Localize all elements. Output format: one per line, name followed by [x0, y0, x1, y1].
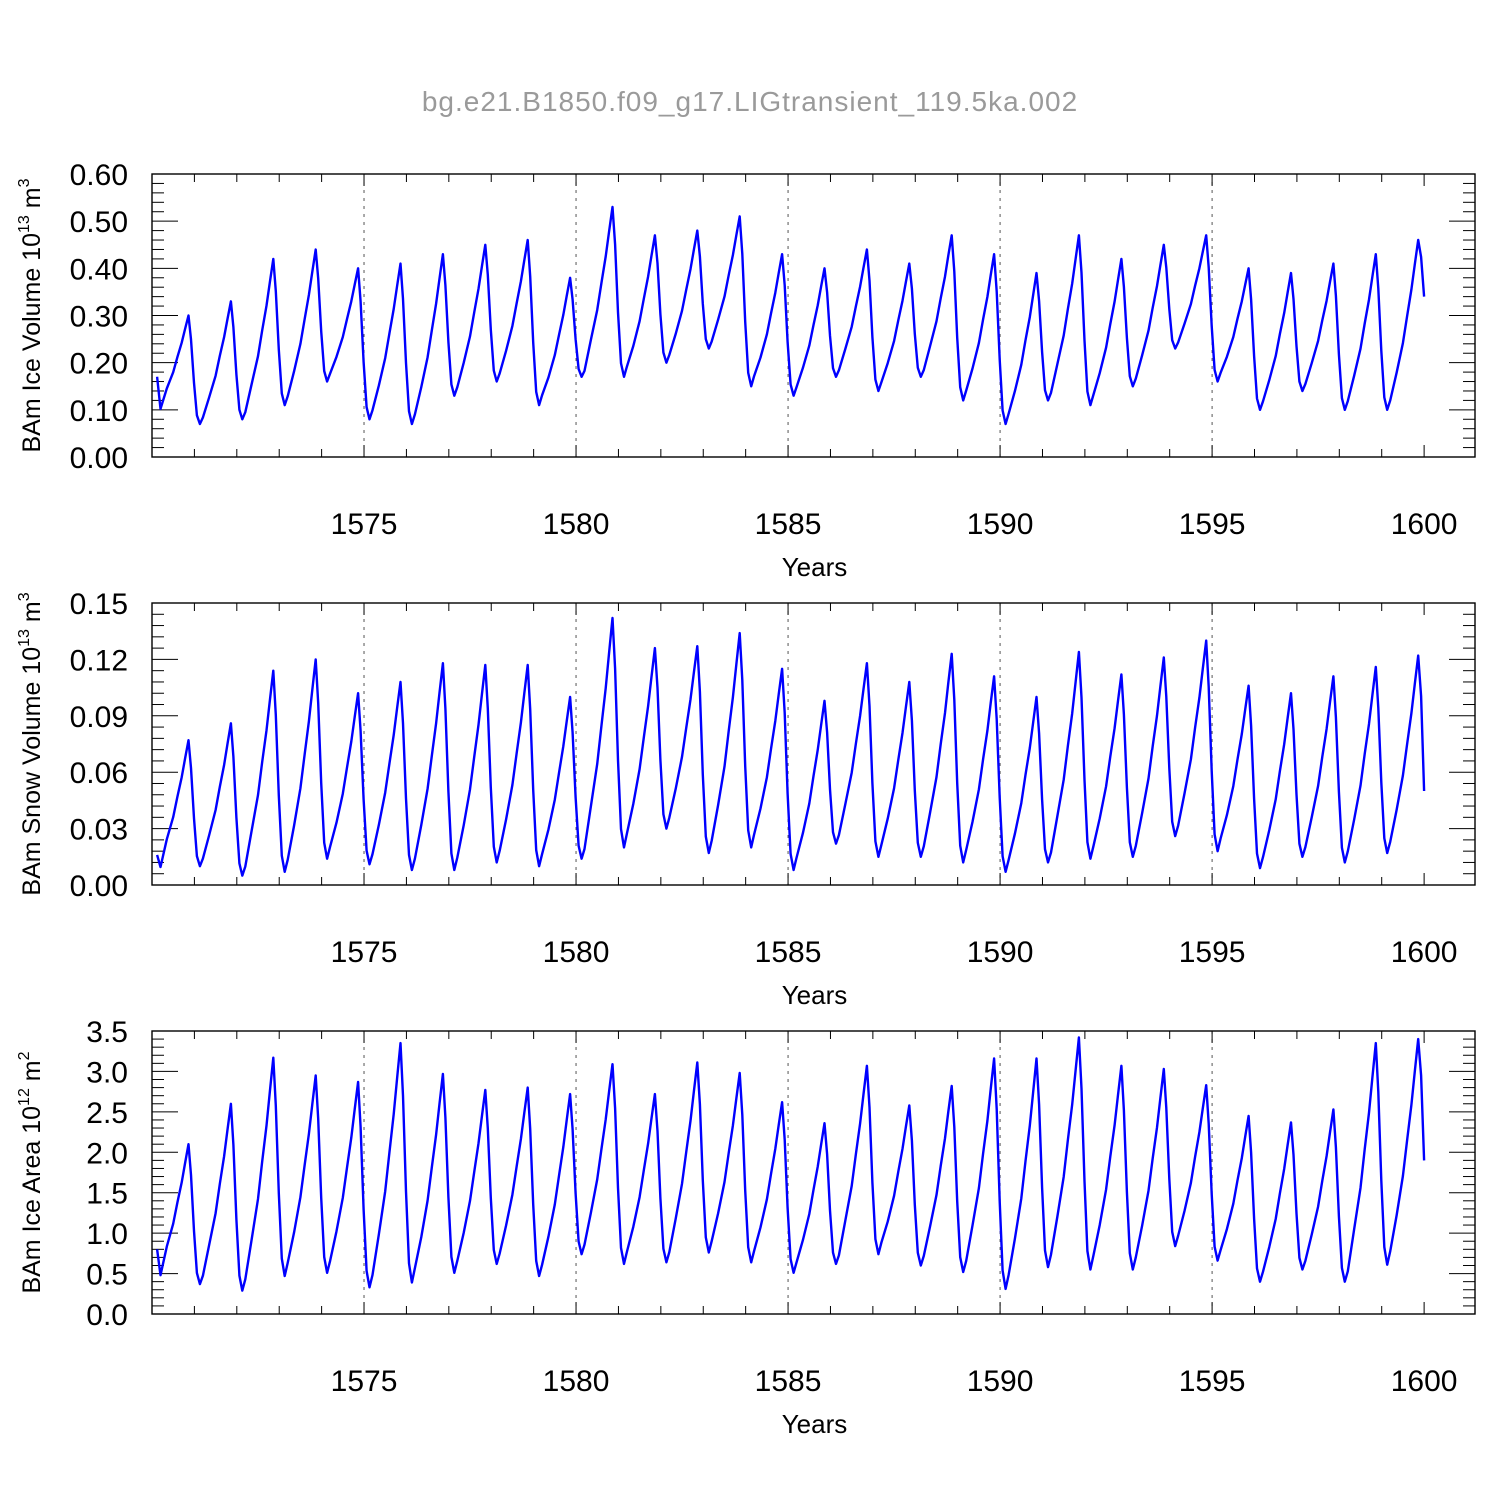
y-tick-label: 0.15 [70, 588, 128, 621]
y-tick-label: 0.5 [86, 1259, 128, 1292]
x-tick-label: 1600 [1391, 1365, 1458, 1398]
x-tick-label: 1575 [331, 936, 398, 969]
x-tick-label: 1590 [967, 1365, 1034, 1398]
y-tick-label: 0.40 [70, 253, 128, 286]
y-axis-label: BAm Ice Volume 1013 m3 [16, 178, 46, 452]
y-tick-label: 2.0 [86, 1137, 128, 1170]
y-tick-label: 1.5 [86, 1178, 128, 1211]
x-tick-label: 1580 [543, 1365, 610, 1398]
x-axis-label: Years [782, 552, 848, 582]
y-tick-label: 0.09 [70, 701, 128, 734]
y-tick-label: 0.20 [70, 348, 128, 381]
x-tick-label: 1595 [1179, 508, 1246, 541]
plot-frame [151, 173, 1476, 458]
x-tick-label: 1580 [543, 508, 610, 541]
x-tick-label: 1595 [1179, 1365, 1246, 1398]
y-tick-label: 3.0 [86, 1056, 128, 1089]
y-tick-label: 0.06 [70, 757, 128, 790]
y-axis-label: BAm Ice Area 1012 m2 [16, 1051, 46, 1293]
plot-frame [151, 602, 1476, 886]
panel-2: 1575 1580 1585 1590 1595 1600 Years 0.00 0.03 0.0… [16, 588, 1476, 1010]
y-tick-label: 0.00 [70, 442, 128, 475]
x-tick-label: 1585 [755, 936, 822, 969]
series-line-panel-1 [155, 205, 1426, 426]
x-tick-label: 1585 [755, 1365, 822, 1398]
plot-frame [151, 1030, 1476, 1315]
x-tick-label: 1590 [967, 936, 1034, 969]
x-tick-label: 1600 [1391, 508, 1458, 541]
y-axis-label: BAm Snow Volume 1013 m3 [16, 592, 46, 895]
x-axis-label: Years [782, 1409, 848, 1439]
x-tick-label: 1600 [1391, 936, 1458, 969]
chart-title: bg.e21.B1850.f09_g17.LIGtransient_119.5k… [422, 86, 1078, 117]
x-tick-label: 1575 [331, 508, 398, 541]
x-tick-label: 1585 [755, 508, 822, 541]
y-tick-label: 0.00 [70, 870, 128, 903]
y-tick-label: 0.0 [86, 1299, 128, 1332]
series-line-panel-3 [155, 1036, 1426, 1292]
y-tick-label: 0.12 [70, 644, 128, 677]
panels-container: 1575 1580 1585 1590 1595 1600 Years 0.00 0.10 0.2… [16, 159, 1476, 1439]
x-tick-label: 1580 [543, 936, 610, 969]
series-line-panel-2 [155, 616, 1426, 877]
y-tick-label: 0.60 [70, 159, 128, 192]
y-tick-label: 0.03 [70, 814, 128, 847]
x-tick-label: 1590 [967, 508, 1034, 541]
y-tick-label: 1.0 [86, 1218, 128, 1251]
y-tick-label: 0.50 [70, 206, 128, 239]
x-tick-label: 1595 [1179, 936, 1246, 969]
y-tick-label: 0.30 [70, 301, 128, 334]
x-axis-label: Years [782, 980, 848, 1010]
panel-3: 1575 1580 1585 1590 1595 1600 Years 0.0 0.5 1.0 1.… [16, 1016, 1476, 1439]
y-tick-label: 2.5 [86, 1097, 128, 1130]
y-tick-label: 3.5 [86, 1016, 128, 1049]
x-tick-label: 1575 [331, 1365, 398, 1398]
panel-1: 1575 1580 1585 1590 1595 1600 Years 0.00 0.10 0.2… [16, 159, 1476, 582]
y-tick-label: 0.10 [70, 395, 128, 428]
